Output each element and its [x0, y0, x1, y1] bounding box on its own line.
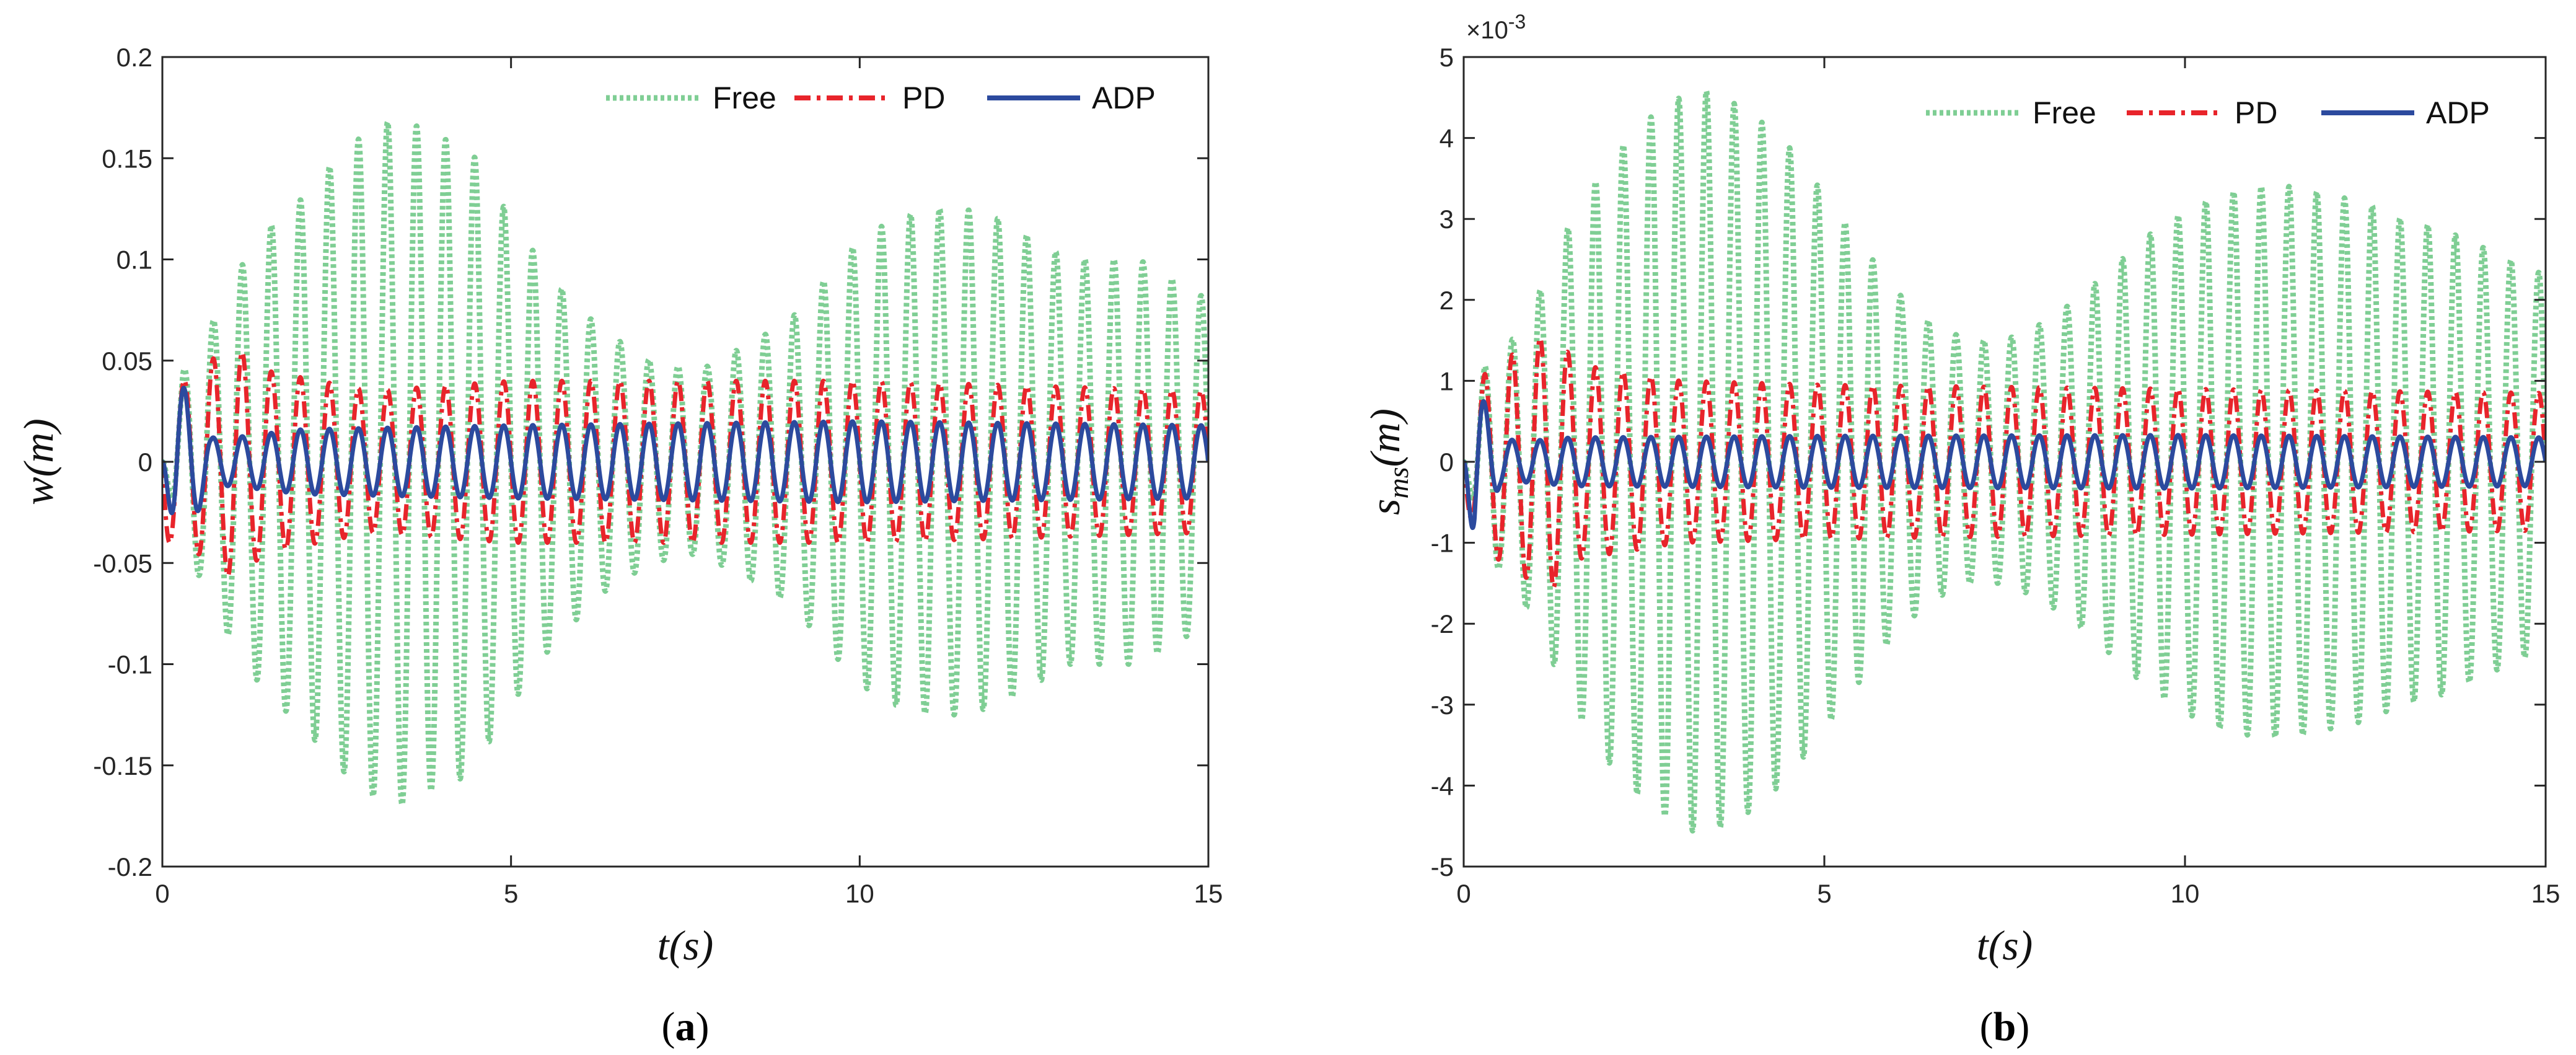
legend-label-pd-b: PD — [2235, 95, 2277, 130]
series-group-a — [162, 119, 1208, 808]
y-axis-label-b: sms(m) — [1361, 408, 1414, 515]
legend-label-pd-a: PD — [902, 81, 945, 115]
x-tick-label-b: 15 — [2531, 879, 2561, 908]
y-tick-label-b: 5 — [1440, 43, 1454, 72]
legend-label-free-a: Free — [713, 81, 776, 115]
y-tick-label-b: -3 — [1431, 691, 1454, 720]
series-group-b — [1464, 88, 2546, 834]
y-tick-label-b: 2 — [1440, 286, 1454, 315]
y-tick-label-b: 4 — [1440, 124, 1454, 153]
y-tick-label-b: -2 — [1431, 609, 1454, 638]
x-tick-label-b: 5 — [1817, 879, 1831, 908]
chart-panel-b: 0 5 10 15 -5 -4 -3 -2 -1 0 1 2 3 4 5 ×10-3 sms(m) t(s… — [1361, 11, 2560, 1049]
legend-b: Free PD ADP — [1926, 95, 2490, 130]
y-tick-label-a: -0.05 — [93, 549, 152, 578]
x-axis-label-b: t(s) — [1977, 922, 2033, 969]
y-tick-label-b: 0 — [1440, 448, 1454, 477]
y-tick-label-a: -0.1 — [108, 650, 152, 679]
chart-panel-a: 0 5 10 15 -0.2 -0.15 -0.1 -0.05 0 0.05 0.1 0.15 0.2… — [15, 43, 1223, 1049]
y-tick-label-b: 1 — [1440, 366, 1454, 395]
x-tick-label-b: 10 — [2171, 879, 2200, 908]
y-tick-label-b: -5 — [1431, 852, 1454, 881]
x-tick-label-a: 0 — [155, 879, 169, 908]
legend-label-adp-a: ADP — [1092, 81, 1156, 115]
series-adp-line-b — [1464, 399, 2546, 531]
y-tick-label-a: 0.05 — [102, 347, 152, 376]
y-tick-label-a: 0.1 — [116, 245, 152, 275]
y-multiplier-b: ×10-3 — [1466, 11, 1526, 44]
y-tick-label-a: 0.15 — [102, 144, 152, 173]
legend-a: Free PD ADP — [606, 81, 1156, 115]
y-tick-label-b: -1 — [1431, 529, 1454, 558]
series-adp-line-a — [162, 386, 1208, 516]
panel-label-a: (a) — [662, 1004, 710, 1049]
legend-label-free-b: Free — [2033, 95, 2096, 130]
y-tick-label-a: -0.15 — [93, 751, 152, 780]
y-tick-label-a: -0.2 — [108, 852, 152, 881]
y-tick-label-a: 0 — [138, 448, 152, 477]
x-tick-label-a: 10 — [845, 879, 874, 908]
legend-label-adp-b: ADP — [2426, 95, 2490, 130]
x-ticks-a: 0 5 10 15 — [155, 57, 1223, 908]
y-tick-label-b: -4 — [1431, 771, 1454, 800]
x-ticks-b: 0 5 10 15 — [1456, 57, 2560, 908]
panel-label-b: (b) — [1980, 1004, 2030, 1049]
x-axis-label-a: t(s) — [657, 922, 714, 969]
x-tick-label-a: 5 — [504, 879, 518, 908]
y-tick-label-b: 3 — [1440, 205, 1454, 234]
x-tick-label-b: 0 — [1456, 879, 1470, 908]
y-ticks-b: -5 -4 -3 -2 -1 0 1 2 3 4 5 — [1431, 43, 2546, 881]
y-ticks-a: -0.2 -0.15 -0.1 -0.05 0 0.05 0.1 0.15 0.2 — [93, 43, 1208, 881]
y-axis-label-a: w(m) — [15, 418, 62, 505]
x-tick-label-a: 15 — [1194, 879, 1223, 908]
y-tick-label-a: 0.2 — [116, 43, 152, 72]
